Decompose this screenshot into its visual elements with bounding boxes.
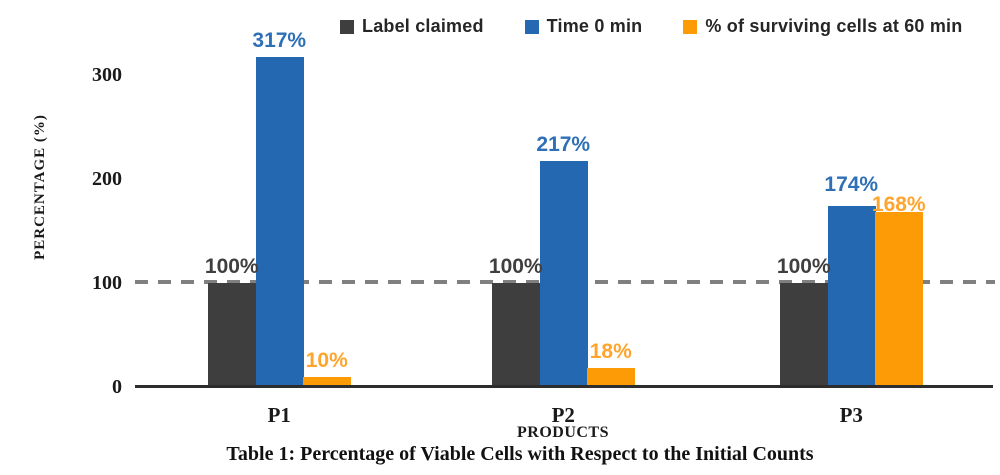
bar-value-label: 174% — [824, 173, 879, 197]
chart-legend: Label claimed Time 0 min % of surviving ce… — [340, 16, 962, 37]
y-axis-tick-label: 0 — [112, 376, 122, 398]
bar-p2-series-0 — [492, 283, 540, 387]
bar-value-label: 100% — [776, 255, 831, 278]
bar-p3-series-2 — [875, 212, 923, 387]
bar-p2-series-1 — [539, 161, 588, 387]
bar-p1-series-2 — [303, 376, 351, 387]
figure-caption: Table 1: Percentage of Viable Cells with… — [226, 443, 814, 465]
bar-p3-series-0 — [780, 283, 828, 387]
legend-item-label-claimed: Label claimed — [340, 16, 484, 37]
legend-swatch-icon — [340, 19, 354, 34]
y-axis-tick-label: 200 — [92, 168, 122, 190]
bar-p2-series-2 — [587, 368, 635, 387]
y-axis-tick-label: 300 — [92, 64, 122, 86]
legend-swatch-icon — [683, 19, 698, 34]
x-axis-tick-label-p2: P2 — [551, 403, 575, 427]
bar-p1-series-0 — [208, 283, 256, 387]
bar-p1-series-1 — [255, 57, 304, 387]
bar-value-label: 100% — [204, 255, 259, 278]
y-axis-tick-label: 100 — [92, 272, 122, 294]
bar-value-label: 18% — [589, 340, 632, 364]
legend-item-surviving-cells-60-min: % of surviving cells at 60 min — [683, 16, 962, 37]
y-axis-title: PERCENTAGE (%) — [32, 114, 48, 260]
x-axis-tick-label-p1: P1 — [267, 403, 291, 427]
legend-item-time-0-min: Time 0 min — [524, 16, 643, 37]
legend-label: % of surviving cells at 60 min — [705, 16, 963, 36]
legend-label: Label claimed — [362, 16, 484, 36]
bar-value-label: 10% — [305, 348, 348, 372]
bar-value-label: 100% — [488, 255, 543, 278]
x-axis-tick-label-p3: P3 — [839, 403, 863, 427]
bar-value-label: 317% — [252, 29, 307, 53]
x-axis-title: PRODUCTS — [516, 424, 610, 441]
bar-p3-series-1 — [827, 206, 876, 387]
bar-value-label: 168% — [871, 193, 926, 217]
bar-value-label: 217% — [536, 133, 591, 157]
legend-swatch-icon — [524, 19, 539, 34]
legend-label: Time 0 min — [546, 16, 643, 36]
x-axis-line — [135, 385, 993, 388]
